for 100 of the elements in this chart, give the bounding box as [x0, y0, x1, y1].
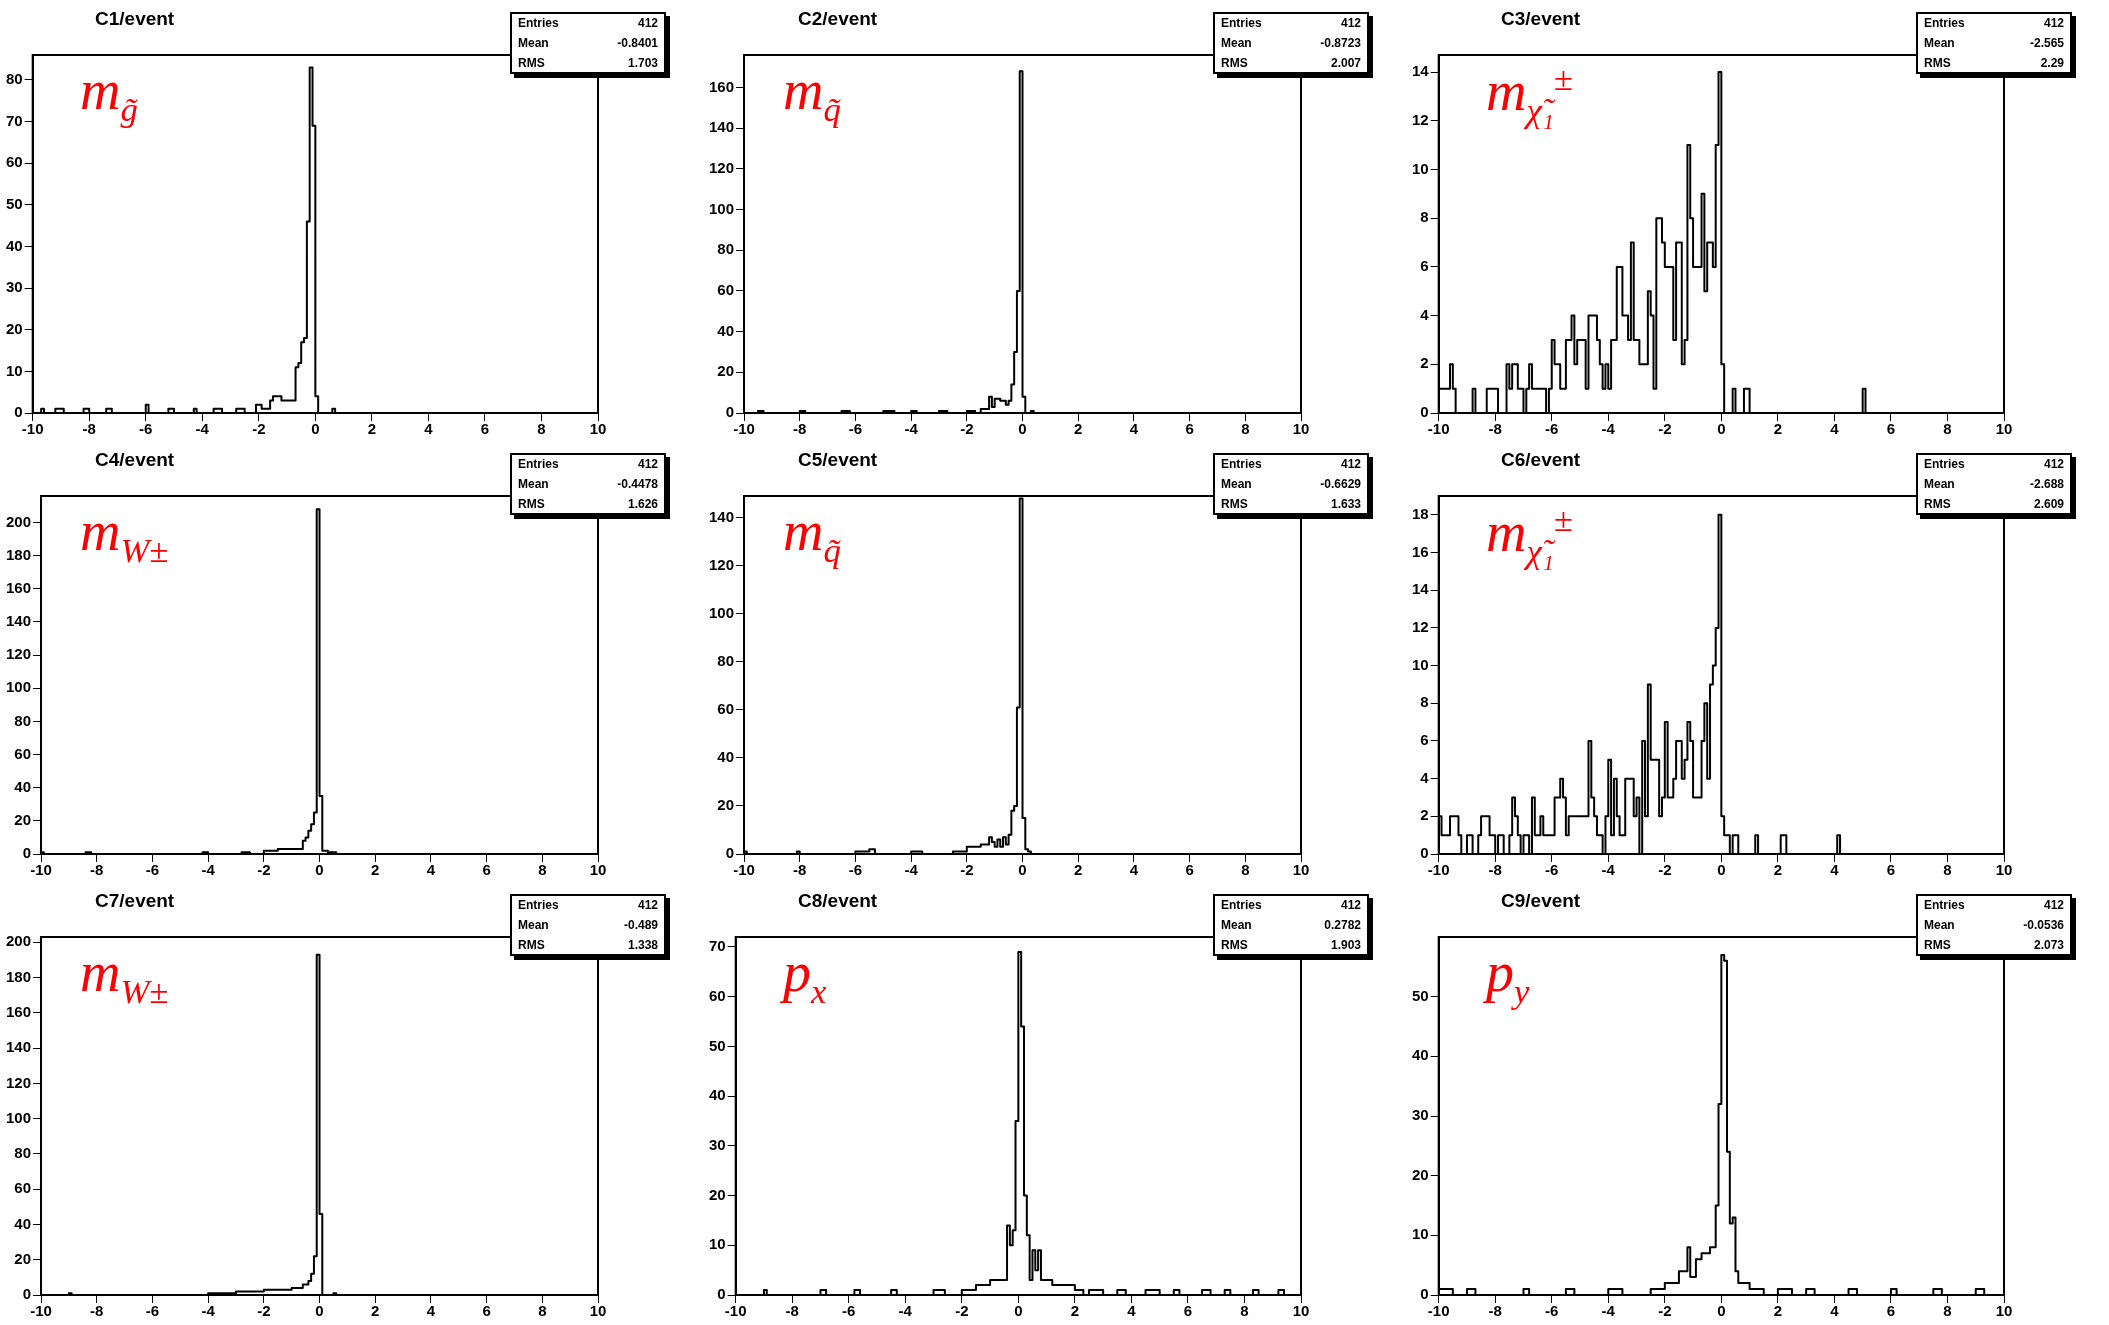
y-tick-label: 10 — [1412, 159, 1429, 177]
x-tick-label: -10 — [21, 420, 44, 438]
x-tick-label: 4 — [1127, 1302, 1137, 1320]
text: -0.4478 — [617, 477, 658, 491]
x-tick-label: -8 — [1488, 861, 1502, 879]
chart-title: C7/event — [95, 890, 175, 912]
text: 2.073 — [2032, 938, 2064, 952]
x-tick-label: 4 — [1830, 861, 1840, 879]
x-tick-label: 10 — [1292, 420, 1310, 438]
x-tick-label: 8 — [1943, 861, 1952, 879]
y-tick-label: 60 — [709, 986, 726, 1004]
text: Entries — [1221, 16, 1263, 30]
annotation: RMS — [1924, 497, 1952, 511]
x-tick-label: 10 — [589, 861, 607, 879]
y-tick-label: 0 — [725, 403, 735, 421]
y-tick-label: 6 — [1420, 257, 1429, 275]
x-tick-label: -8 — [793, 420, 807, 438]
y-tick-label: 60 — [6, 153, 23, 171]
x-tick-label: 2 — [1070, 1302, 1080, 1320]
x-tick-label: -6 — [139, 420, 153, 438]
x-tick-label: 6 — [1183, 1302, 1193, 1320]
text: Mean — [518, 918, 550, 932]
y-tick-label: 100 — [6, 1108, 32, 1126]
text: 412 — [2042, 16, 2064, 30]
y-tick-label: 120 — [709, 159, 735, 177]
x-tick-label: 2 — [1773, 861, 1783, 879]
x-tick-label: 10 — [589, 420, 607, 438]
x-tick-label: -8 — [793, 861, 807, 879]
y-tick-label: 8 — [1420, 208, 1429, 226]
y-tick-label: 70 — [6, 111, 23, 129]
y-tick-label: 20 — [709, 1185, 726, 1203]
x-tick-label: 6 — [1886, 861, 1896, 879]
y-tick-label: 12 — [1412, 618, 1429, 636]
x-tick-label: 6 — [482, 861, 491, 879]
y-tick-label: 140 — [6, 612, 32, 630]
text: 1.633 — [1329, 497, 1361, 511]
chart-title: C3/event — [1501, 8, 1581, 30]
x-tick-label: 0 — [1717, 1302, 1726, 1320]
x-tick-label: -6 — [145, 1302, 160, 1320]
y-tick-label: 0 — [717, 1285, 726, 1303]
x-tick-label: -4 — [904, 420, 919, 438]
x-tick-label: 8 — [1240, 1302, 1249, 1320]
y-tick-label: 2 — [1420, 354, 1429, 372]
y-tick-label: 30 — [6, 278, 23, 296]
y-tick-label: 70 — [709, 937, 726, 955]
y-tick-label: 0 — [725, 844, 735, 862]
y-tick-label: 20 — [717, 796, 735, 814]
x-tick-label: 8 — [538, 1302, 547, 1320]
x-tick-label: -4 — [1601, 1302, 1616, 1320]
text: Mean — [1221, 477, 1253, 491]
y-tick-label: 180 — [6, 545, 32, 563]
x-tick-label: 0 — [1018, 420, 1027, 438]
y-tick-label: 30 — [709, 1135, 726, 1153]
annotation: m$_{g̃}$ — [80, 59, 138, 130]
y-tick-label: 80 — [717, 651, 735, 669]
x-tick-label: -2 — [955, 1302, 969, 1320]
y-tick-label: 200 — [6, 512, 32, 530]
y-tick-label: 10 — [6, 361, 23, 379]
x-tick-label: -6 — [1545, 420, 1559, 438]
x-tick-label: 0 — [315, 861, 324, 879]
x-tick-label: 2 — [371, 1302, 380, 1320]
annotation: m$_{q̃}$ — [783, 59, 841, 130]
text: 1.626 — [626, 497, 658, 511]
chart-title: C5/event — [798, 449, 878, 471]
x-tick-label: 4 — [1830, 420, 1840, 438]
x-tick-label: -10 — [1427, 861, 1450, 879]
y-tick-label: 20 — [6, 319, 23, 337]
y-tick-label: 40 — [709, 1086, 726, 1104]
y-tick-label: 60 — [717, 281, 735, 299]
x-tick-label: -2 — [1658, 1302, 1672, 1320]
text: 2.29 — [2039, 56, 2064, 70]
text: 412 — [636, 457, 658, 471]
x-tick-label: 6 — [1185, 420, 1194, 438]
x-tick-label: 10 — [1995, 420, 2013, 438]
annotation: RMS — [1924, 56, 1952, 70]
x-tick-label: 10 — [1995, 861, 2013, 879]
x-tick-label: -4 — [195, 420, 210, 438]
x-tick-label: 0 — [1018, 861, 1027, 879]
x-tick-label: 4 — [1129, 420, 1139, 438]
x-tick-label: -8 — [1488, 420, 1502, 438]
text: 412 — [1339, 16, 1361, 30]
x-tick-label: 10 — [1292, 1302, 1310, 1320]
annotation: m$_{W±}$ — [80, 941, 169, 1012]
y-tick-label: 0 — [14, 403, 23, 421]
text: 412 — [2042, 898, 2064, 912]
text: -0.489 — [623, 918, 658, 932]
y-tick-label: 100 — [6, 678, 32, 696]
y-tick-label: 20 — [717, 362, 735, 380]
text: Entries — [518, 16, 560, 30]
x-tick-label: 0 — [315, 1302, 324, 1320]
text: 2.609 — [2032, 497, 2064, 511]
y-tick-label: 4 — [1420, 305, 1430, 323]
y-tick-label: 50 — [1412, 986, 1429, 1004]
y-tick-label: 160 — [6, 1002, 32, 1020]
x-tick-label: -8 — [785, 1302, 799, 1320]
x-tick-label: -4 — [904, 861, 919, 879]
x-tick-label: -8 — [90, 1302, 104, 1320]
x-tick-label: 6 — [480, 420, 490, 438]
y-tick-label: 120 — [6, 645, 32, 663]
text: 0.2782 — [1324, 918, 1361, 932]
